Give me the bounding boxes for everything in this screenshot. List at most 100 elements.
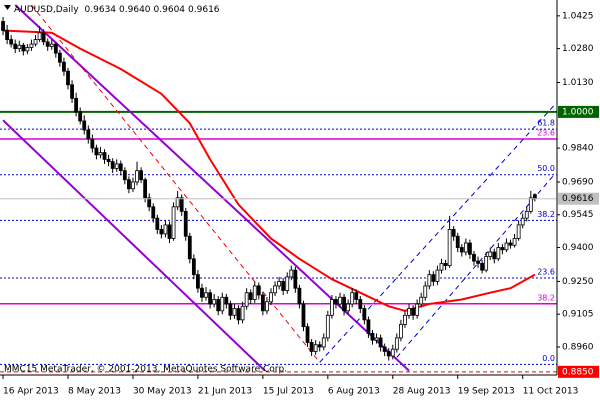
y-tick-label: 0.9400 (562, 243, 594, 253)
y-tick-label: 0.8960 (562, 342, 594, 352)
candle-body (492, 251, 497, 260)
y-tick-label: 1.0130 (562, 78, 594, 88)
candle-body (62, 61, 66, 72)
candle-body (399, 323, 403, 339)
candle-body (451, 229, 456, 237)
candle-body (273, 285, 277, 294)
candle-body (407, 308, 411, 316)
candle-body (366, 319, 371, 334)
fib-label: 61.8 (537, 119, 555, 128)
candle-body (106, 158, 111, 163)
candle-body (66, 70, 70, 86)
candle-body (179, 197, 184, 212)
candle-body (45, 41, 50, 47)
candle-body (520, 217, 525, 226)
candle-body (131, 181, 135, 190)
candle-body (224, 296, 229, 305)
candle-body (82, 120, 87, 131)
candle-body (33, 39, 38, 45)
candle-body (338, 296, 342, 305)
candle-body (208, 292, 212, 305)
candle-body (196, 274, 200, 289)
candle-body (512, 238, 517, 246)
candle-body (472, 253, 476, 262)
candle-body (21, 44, 26, 52)
candle-body (135, 170, 139, 183)
copyright: MMC15 MetaTrader, © 2001-2013, MetaQuote… (4, 365, 287, 375)
candle-body (346, 303, 351, 312)
candle-body (334, 299, 338, 305)
candle-body (256, 285, 261, 296)
candle-body (305, 326, 310, 343)
candle-body (244, 292, 249, 307)
candle-body (281, 281, 286, 291)
candle-body (228, 303, 233, 316)
candle-body (431, 274, 436, 282)
candle-body (463, 242, 468, 253)
y-tick-label: 1.0280 (562, 44, 594, 54)
candle-body (313, 344, 318, 352)
candle-body (293, 269, 298, 289)
trendline (31, 4, 321, 363)
candle-body (423, 285, 428, 298)
candle-body (13, 43, 18, 50)
candle-body (390, 348, 395, 357)
candle-body (325, 314, 330, 339)
menu-triangle (4, 5, 11, 10)
candle-body (484, 256, 489, 271)
candle-body (29, 43, 34, 48)
price-line-box (558, 105, 599, 118)
candle-body (17, 44, 22, 50)
candle-body (504, 242, 509, 251)
y-tick-label: 1.0425 (562, 11, 594, 21)
candle-body (403, 314, 407, 325)
trendline (396, 173, 556, 358)
candle-body (362, 308, 367, 321)
candle-body (289, 269, 294, 278)
candle-body (114, 163, 119, 169)
candle-body (70, 84, 74, 99)
candle-body (240, 305, 245, 321)
candle-body (500, 247, 505, 251)
price-line-box (558, 365, 599, 378)
fib-label: 50.0 (537, 164, 555, 173)
candle-body (317, 344, 322, 348)
header: AUDUSD,Daily 0.9634 0.9640 0.9604 0.9616 (4, 5, 220, 15)
candle-body (49, 43, 54, 47)
header-text: AUDUSD,Daily 0.9634 0.9640 0.9604 0.9616 (14, 5, 220, 15)
candle-body (74, 97, 79, 113)
candle-body (37, 32, 42, 40)
candle-body (439, 262, 444, 271)
candle-body (147, 197, 152, 208)
candle-body (269, 292, 273, 303)
candle-body (57, 52, 62, 63)
y-tick-label: 0.9690 (562, 177, 594, 187)
candle-body (350, 292, 355, 305)
fib-label: 38.2 (537, 293, 555, 302)
trendline (319, 103, 556, 363)
candle-body (151, 206, 156, 219)
high-value: 0.9640 (119, 5, 151, 15)
candle-body (102, 152, 107, 160)
candle-body (411, 308, 415, 316)
candle-body (382, 346, 387, 352)
candle-body (122, 170, 127, 181)
candle-body (171, 206, 176, 239)
candle-body (86, 129, 91, 140)
fib-label: 23.6 (537, 268, 555, 277)
y-tick-label: 0.9545 (562, 210, 594, 220)
candle-body (187, 235, 192, 260)
x-tick-label: 28 Aug 2013 (393, 387, 451, 397)
candle-body (532, 194, 537, 200)
candle-body (159, 229, 164, 235)
current-price-label: 0.9616 (562, 194, 594, 204)
current-price-box (558, 192, 599, 205)
x-tick-label: 6 Aug 2013 (328, 387, 380, 397)
x-tick-label: 19 Sep 2013 (458, 387, 515, 397)
candle-body (480, 262, 484, 271)
candle-body (419, 296, 424, 305)
candle-body (297, 287, 302, 305)
candle-body (309, 342, 314, 352)
